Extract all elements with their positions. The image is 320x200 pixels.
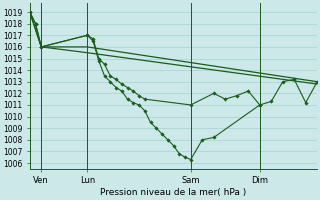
X-axis label: Pression niveau de la mer( hPa ): Pression niveau de la mer( hPa ) bbox=[100, 188, 247, 197]
